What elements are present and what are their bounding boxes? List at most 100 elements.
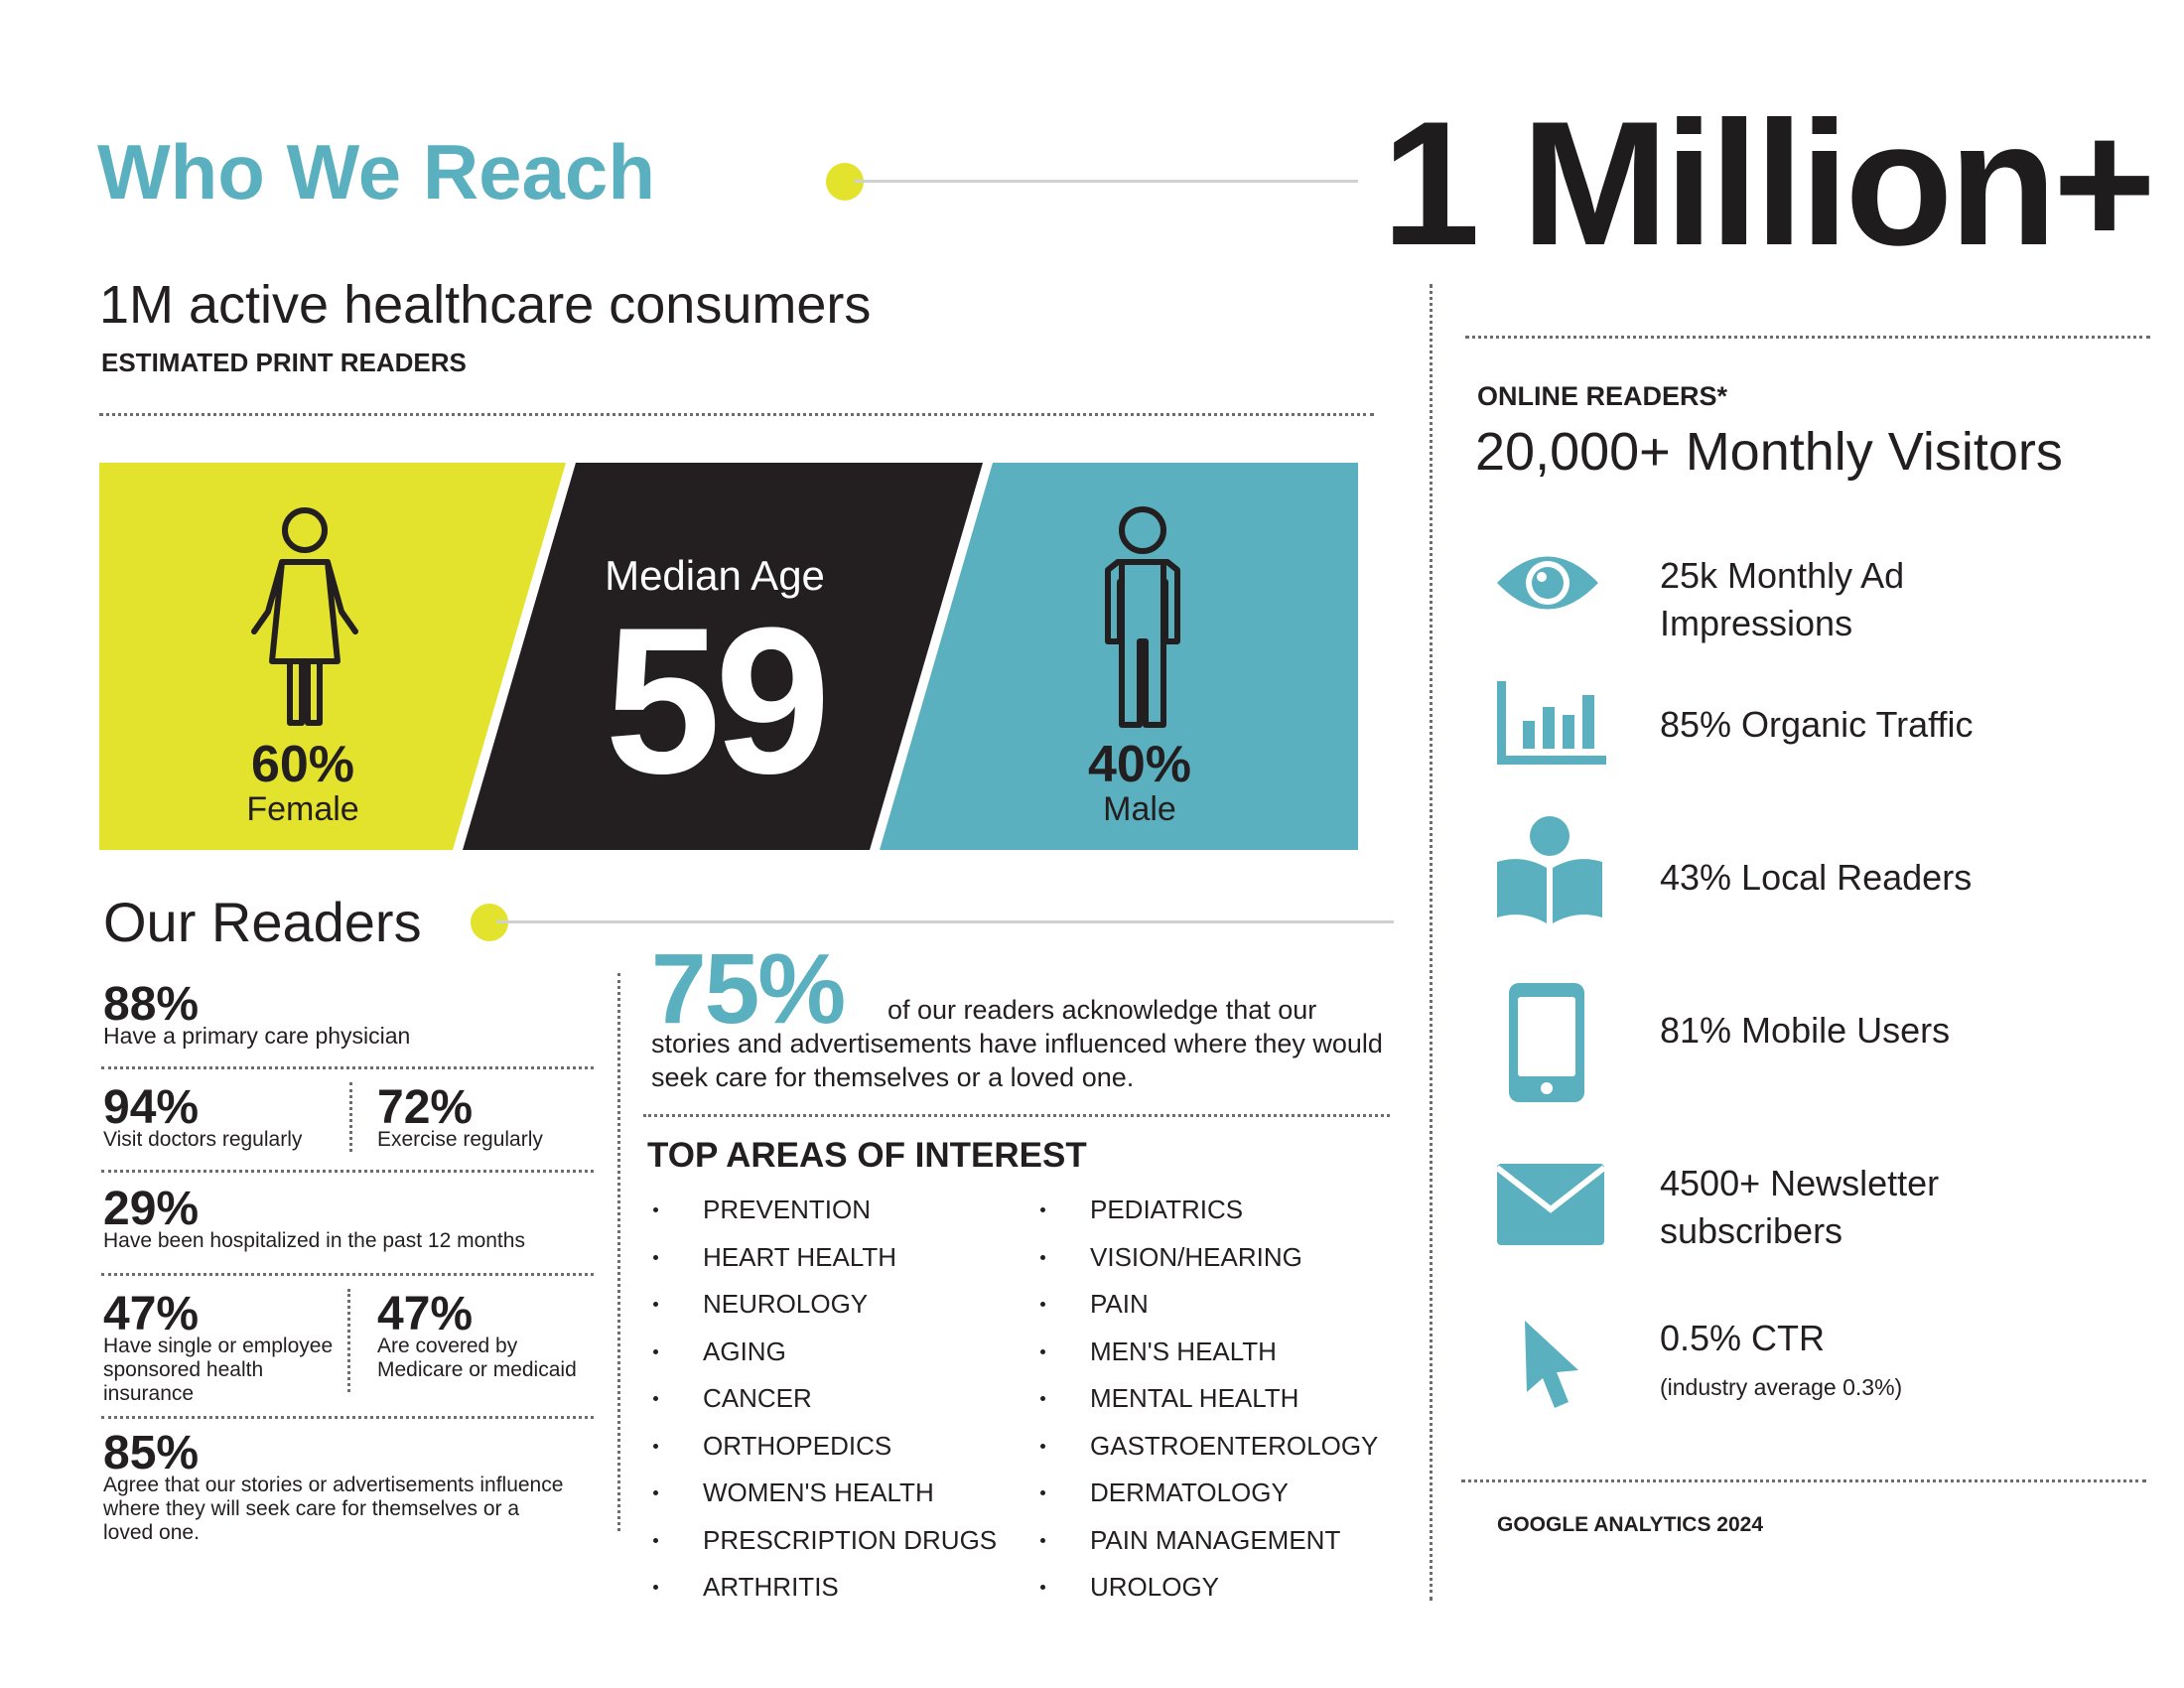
interest-item: ORTHOPEDICS <box>703 1430 892 1461</box>
bullet-dot <box>653 1537 658 1543</box>
interest-item: PREVENTION <box>703 1195 872 1224</box>
bullet-dot <box>653 1254 658 1260</box>
interest-item: PAIN <box>1090 1289 1149 1319</box>
male-percent: 40% <box>1087 736 1192 793</box>
stat-hospitalized-pct: 29% <box>103 1183 200 1235</box>
bar-chart-icon <box>1497 681 1606 765</box>
ctr-industry-note: (industry average 0.3%) <box>1660 1374 1903 1400</box>
our-readers-heading: Our Readers <box>103 891 422 953</box>
interest-item: DERMATOLOGY <box>1090 1477 1289 1507</box>
bullet-dot <box>653 1302 658 1307</box>
demographic-band <box>99 463 1358 850</box>
interest-item: UROLOGY <box>1090 1572 1220 1602</box>
metric-ad-impressions-line1: 25k Monthly Ad <box>1660 555 1905 596</box>
stat-hospitalized-desc: Have been hospitalized in the past 12 mo… <box>103 1229 525 1252</box>
interest-item: ARTHRITIS <box>703 1572 839 1602</box>
bullet-dot <box>1040 1443 1045 1449</box>
female-figure-icon <box>251 507 358 726</box>
interest-item: PAIN MANAGEMENT <box>1090 1524 1341 1555</box>
print-readers-label: ESTIMATED PRINT READERS <box>101 348 467 377</box>
female-panel <box>99 463 566 850</box>
metric-newsletter-line1: 4500+ Newsletter <box>1660 1163 1940 1203</box>
interest-item: MENTAL HEALTH <box>1090 1383 1299 1413</box>
divider <box>101 1273 594 1276</box>
metric-ad-impressions-line2: Impressions <box>1660 603 1853 643</box>
median-age-label: Median Age <box>605 552 825 599</box>
online-readers-label: ONLINE READERS* <box>1477 381 1728 411</box>
analytics-source: GOOGLE ANALYTICS 2024 <box>1497 1513 1764 1536</box>
stat-primary-care-pct: 88% <box>103 978 200 1031</box>
stat-influence-desc: Agree that our stories or advertisements… <box>103 1474 564 1545</box>
divider <box>101 1416 594 1419</box>
metric-ctr: 0.5% CTR <box>1660 1318 1826 1358</box>
divider <box>617 973 620 1531</box>
eye-icon <box>1497 556 1598 610</box>
divider <box>1430 284 1433 1601</box>
interest-item: NEUROLOGY <box>703 1289 869 1319</box>
interest-item: VISION/HEARING <box>1090 1241 1302 1272</box>
divider <box>99 413 1374 416</box>
bullet-dot <box>653 1443 658 1449</box>
metric-organic-traffic: 85% Organic Traffic <box>1660 704 1974 745</box>
interests-heading: TOP AREAS OF INTEREST <box>647 1136 1087 1175</box>
divider <box>347 1289 350 1392</box>
median-age-panel <box>463 463 983 850</box>
interest-item: GASTROENTEROLOGY <box>1090 1430 1379 1461</box>
stat-insurance-desc: Have single or employee sponsored health… <box>103 1335 334 1406</box>
bullet-dot <box>1040 1537 1045 1543</box>
bullet-dot <box>1040 1348 1045 1354</box>
influence-percent: 75% <box>651 933 846 1045</box>
bullet-dot <box>1040 1490 1045 1495</box>
divider <box>101 1170 594 1173</box>
stat-exercise-pct: 72% <box>377 1081 474 1134</box>
male-label: Male <box>1103 790 1176 828</box>
stat-medicare-desc: Are covered by Medicare or medicaid <box>377 1335 577 1382</box>
stat-visit-doctors-pct: 94% <box>103 1081 200 1134</box>
median-age-value: 59 <box>605 584 831 817</box>
metric-newsletter-line2: subscribers <box>1660 1210 1843 1251</box>
metric-mobile-users: 81% Mobile Users <box>1660 1010 1951 1051</box>
cursor-icon <box>1525 1321 1578 1408</box>
stat-exercise-desc: Exercise regularly <box>377 1128 543 1151</box>
metric-ad-impressions: 25k Monthly Ad Impressions <box>1660 552 1904 647</box>
title-connector-line <box>854 180 1358 183</box>
bullet-dot <box>1040 1302 1045 1307</box>
divider <box>101 1066 594 1069</box>
interest-item: CANCER <box>703 1383 812 1413</box>
stat-primary-care-desc: Have a primary care physician <box>103 1023 411 1049</box>
headline-million: 1 Million+ <box>1382 84 2156 282</box>
interest-item: HEART HEALTH <box>703 1241 897 1272</box>
mobile-phone-icon <box>1509 983 1584 1102</box>
stat-influence-pct: 85% <box>103 1427 200 1479</box>
reader-book-icon <box>1497 816 1602 923</box>
interest-item: MEN'S HEALTH <box>1090 1336 1277 1366</box>
envelope-icon <box>1497 1164 1604 1245</box>
interest-item: WOMEN'S HEALTH <box>703 1477 934 1507</box>
bullet-dot <box>653 1207 658 1212</box>
divider <box>349 1082 352 1152</box>
readers-connector-line <box>496 920 1394 923</box>
print-subtitle: 1M active healthcare consumers <box>99 275 872 335</box>
female-label: Female <box>246 790 359 828</box>
bullet-dot <box>653 1490 658 1495</box>
stat-visit-doctors-desc: Visit doctors regularly <box>103 1128 303 1151</box>
bullet-dot <box>653 1348 658 1354</box>
metric-local-readers: 43% Local Readers <box>1660 857 1973 898</box>
online-visitors: 20,000+ Monthly Visitors <box>1475 422 2063 482</box>
interest-item: AGING <box>703 1336 786 1366</box>
bullet-dot <box>1040 1585 1045 1590</box>
male-figure-icon <box>1105 506 1180 728</box>
divider <box>1465 336 2150 339</box>
bullet-dot <box>1040 1207 1045 1212</box>
stat-medicare-pct: 47% <box>377 1288 474 1340</box>
influence-text: of our readers acknowledge that our stor… <box>651 995 1383 1092</box>
bullet-dot <box>653 1396 658 1401</box>
metric-newsletter: 4500+ Newsletter subscribers <box>1660 1160 1939 1255</box>
page-title: Who We Reach <box>97 128 655 215</box>
divider <box>643 1114 1390 1117</box>
divider <box>1461 1479 2146 1482</box>
bullet-dot <box>1040 1254 1045 1260</box>
interest-item: PEDIATRICS <box>1090 1195 1244 1224</box>
bullet-dot <box>1040 1396 1045 1401</box>
bullet-dot <box>653 1585 658 1590</box>
